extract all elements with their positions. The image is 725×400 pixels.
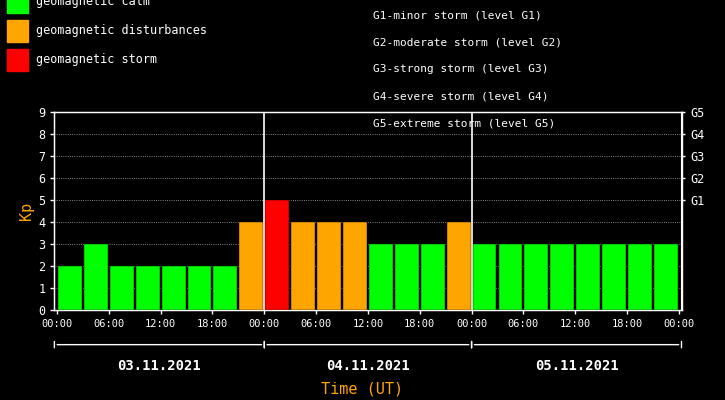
Bar: [602, 244, 626, 310]
Text: 05.11.2021: 05.11.2021: [534, 358, 618, 372]
Bar: [84, 244, 108, 310]
Bar: [162, 266, 186, 310]
Text: G2-moderate storm (level G2): G2-moderate storm (level G2): [373, 37, 563, 47]
Bar: [628, 244, 652, 310]
Text: geomagnetic calm: geomagnetic calm: [36, 0, 150, 8]
Y-axis label: Kp: Kp: [19, 202, 34, 220]
Text: Time (UT): Time (UT): [321, 381, 404, 396]
Bar: [447, 222, 471, 310]
Bar: [369, 244, 393, 310]
Bar: [524, 244, 548, 310]
Bar: [291, 222, 315, 310]
Bar: [420, 244, 444, 310]
Bar: [343, 222, 367, 310]
Bar: [550, 244, 574, 310]
Text: 03.11.2021: 03.11.2021: [117, 358, 202, 372]
Text: 04.11.2021: 04.11.2021: [326, 358, 410, 372]
Text: geomagnetic storm: geomagnetic storm: [36, 53, 157, 66]
Text: G4-severe storm (level G4): G4-severe storm (level G4): [373, 92, 549, 102]
Bar: [239, 222, 263, 310]
Text: G3-strong storm (level G3): G3-strong storm (level G3): [373, 64, 549, 74]
Bar: [109, 266, 133, 310]
Bar: [265, 200, 289, 310]
Bar: [576, 244, 600, 310]
Bar: [58, 266, 82, 310]
Bar: [499, 244, 523, 310]
Bar: [654, 244, 678, 310]
Bar: [136, 266, 160, 310]
Bar: [188, 266, 212, 310]
Text: geomagnetic disturbances: geomagnetic disturbances: [36, 24, 207, 37]
Text: G5-extreme storm (level G5): G5-extreme storm (level G5): [373, 119, 555, 129]
Bar: [473, 244, 497, 310]
Text: G1-minor storm (level G1): G1-minor storm (level G1): [373, 10, 542, 20]
Bar: [213, 266, 237, 310]
Bar: [395, 244, 419, 310]
Bar: [317, 222, 341, 310]
